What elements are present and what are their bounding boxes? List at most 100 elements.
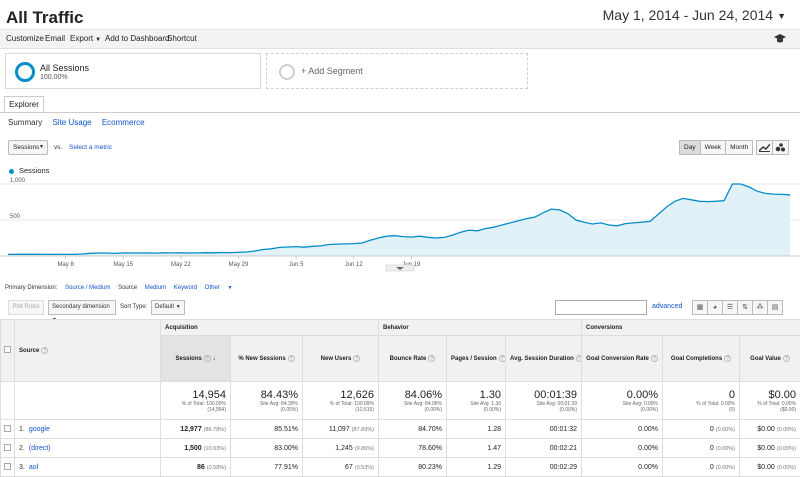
add-segment-button[interactable]: + Add Segment xyxy=(266,53,528,89)
secondary-dimension-label: Secondary dimension xyxy=(52,304,110,310)
totals-cb-cell xyxy=(1,382,15,420)
pct-new-sessions-header[interactable]: % New Sessions? xyxy=(231,336,303,382)
subtab-site-usage[interactable]: Site Usage xyxy=(52,118,91,127)
help-icon[interactable]: ? xyxy=(499,355,506,362)
term-cloud-view-button[interactable]: ⁂ xyxy=(752,300,768,315)
graduation-cap-icon[interactable] xyxy=(774,33,786,45)
sessions-header[interactable]: Sessions? ↓ xyxy=(161,336,231,382)
chevron-down-icon: ▼ xyxy=(227,285,232,291)
help-icon[interactable]: ? xyxy=(651,355,658,362)
new-users-pct: (9.86%) xyxy=(355,446,374,452)
avg-duration-header[interactable]: Avg. Session Duration? xyxy=(506,336,582,382)
sessions-value: 12,977 xyxy=(180,426,201,433)
subtab-ecommerce[interactable]: Ecommerce xyxy=(102,118,145,127)
pivot-view-button[interactable]: ▤ xyxy=(767,300,783,315)
granularity-buttons: Day Week Month xyxy=(680,140,753,155)
table-search-input[interactable] xyxy=(555,300,647,315)
total-conv-rate: 0.00%Site Avg: 0.00%(0.00%) xyxy=(582,382,663,420)
help-icon[interactable]: ? xyxy=(724,355,731,362)
secondary-dimension-select[interactable]: Secondary dimension ▼ xyxy=(48,300,116,315)
sort-type-select[interactable]: Default ▼ xyxy=(151,300,185,315)
comparison-icon: ⇅ xyxy=(742,304,748,311)
bounce-rate-header[interactable]: Bounce Rate? xyxy=(379,336,447,382)
plot-rows-button[interactable]: Plot Rows xyxy=(8,300,44,315)
help-icon[interactable]: ? xyxy=(288,355,295,362)
total-duration-value: 00:01:39 xyxy=(510,389,577,401)
bounce-cell: 80.23% xyxy=(379,458,447,477)
help-icon[interactable]: ? xyxy=(428,355,435,362)
percentage-view-button[interactable]: ◕ xyxy=(707,300,723,315)
add-segment-label: + Add Segment xyxy=(301,66,363,76)
total-conv-rate-sub2: (0.00%) xyxy=(586,407,658,413)
comparison-view-button[interactable]: ⇅ xyxy=(737,300,753,315)
goal-value-header[interactable]: Goal Value? xyxy=(740,336,800,382)
new-users-pct: (0.53%) xyxy=(355,465,374,471)
granularity-week-button[interactable]: Week xyxy=(700,140,727,155)
x-tick-label: May 15 xyxy=(113,262,133,268)
segment-all-sessions[interactable]: All Sessions 100.00% xyxy=(5,53,261,89)
conversions-group-header: Conversions xyxy=(582,320,800,336)
help-icon[interactable]: ? xyxy=(41,347,48,354)
row-checkbox-cell xyxy=(1,439,15,458)
dimension-medium[interactable]: Medium xyxy=(145,285,166,291)
select-metric-link[interactable]: Select a metric xyxy=(69,144,112,151)
export-button[interactable]: Export▼ xyxy=(70,34,101,43)
granularity-day-button[interactable]: Day xyxy=(679,140,701,155)
row-checkbox[interactable] xyxy=(4,463,11,470)
sort-descending-icon[interactable]: ↓ xyxy=(213,356,216,362)
help-icon[interactable]: ? xyxy=(353,355,360,362)
data-table-view-button[interactable]: ▦ xyxy=(692,300,708,315)
shortcut-button[interactable]: Shortcut xyxy=(167,34,197,43)
source-header[interactable]: Source? xyxy=(15,320,161,382)
table-row[interactable]: 2.(direct)1,500 (10.03%)83.00%1,245 (9.8… xyxy=(1,439,800,458)
tab-explorer[interactable]: Explorer xyxy=(4,96,44,113)
granularity-month-button[interactable]: Month xyxy=(725,140,753,155)
row-checkbox[interactable] xyxy=(4,444,11,451)
total-pct-new: 84.43%Site Avg: 84.39%(0.05%) xyxy=(231,382,303,420)
email-button[interactable]: Email xyxy=(45,34,65,43)
line-chart-button[interactable] xyxy=(756,140,773,155)
dimension-keyword[interactable]: Keyword xyxy=(174,285,197,291)
traffic-table: Source? Acquisition Behavior Conversions… xyxy=(0,319,800,477)
export-label: Export xyxy=(70,34,93,43)
primary-dimension-row: Primary Dimension: Source / Medium Sourc… xyxy=(5,285,244,291)
help-icon[interactable]: ? xyxy=(576,355,582,362)
source-link[interactable]: google xyxy=(29,426,50,433)
dimension-other[interactable]: Other ▼ xyxy=(205,285,239,291)
help-icon[interactable]: ? xyxy=(204,355,211,362)
new-users-cell: 1,245 (9.86%) xyxy=(303,439,379,458)
source-link[interactable]: (direct) xyxy=(29,445,51,452)
bounce-rate-label: Bounce Rate xyxy=(390,356,427,362)
subtab-summary[interactable]: Summary xyxy=(8,118,42,127)
total-bounce: 84.06%Site Avg: 84.06%(0.00%) xyxy=(379,382,447,420)
chevron-down-icon: ▼ xyxy=(95,37,101,43)
goal-conversion-rate-header[interactable]: Goal Conversion Rate? xyxy=(582,336,663,382)
dimension-source[interactable]: Source xyxy=(118,285,137,291)
add-to-dashboard-button[interactable]: Add to Dashboard xyxy=(105,34,170,43)
completions-cell: 0 (0.00%) xyxy=(663,439,740,458)
chevron-down-icon: ▼ xyxy=(777,11,786,21)
dimension-source-medium[interactable]: Source / Medium xyxy=(65,285,110,291)
advanced-filter-link[interactable]: advanced xyxy=(652,303,682,310)
select-all-checkbox[interactable] xyxy=(4,346,11,353)
total-goal-value: $0.00% of Total: 0.00%($0.00) xyxy=(740,382,800,420)
conv-rate-cell: 0.00% xyxy=(582,420,663,439)
help-icon[interactable]: ? xyxy=(783,355,790,362)
pages-session-header[interactable]: Pages / Session? xyxy=(447,336,506,382)
source-link[interactable]: aol xyxy=(29,464,38,471)
chevron-down-icon: ▼ xyxy=(39,141,44,154)
row-checkbox[interactable] xyxy=(4,425,11,432)
goal-completions-header[interactable]: Goal Completions? xyxy=(663,336,740,382)
date-range-picker[interactable]: May 1, 2014 - Jun 24, 2014▼ xyxy=(603,7,786,23)
goal-value-value: $0.00 xyxy=(757,464,775,471)
new-users-pct: (87.89%) xyxy=(352,427,374,433)
performance-view-button[interactable]: ☰ xyxy=(722,300,738,315)
customize-button[interactable]: Customize xyxy=(6,34,44,43)
metric-select[interactable]: Sessions▼ xyxy=(8,140,48,155)
new-users-header[interactable]: New Users? xyxy=(303,336,379,382)
motion-chart-button[interactable] xyxy=(772,140,789,155)
pct-new-cell: 85.51% xyxy=(231,420,303,439)
